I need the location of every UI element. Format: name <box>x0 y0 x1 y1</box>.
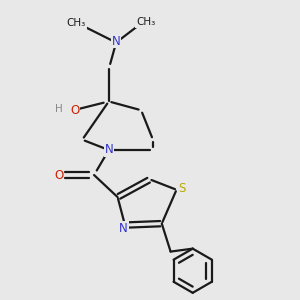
Text: S: S <box>178 182 185 195</box>
Text: CH₃: CH₃ <box>67 18 86 28</box>
Text: N: N <box>119 221 128 235</box>
Text: O: O <box>70 104 80 117</box>
Text: CH₃: CH₃ <box>136 17 155 27</box>
Text: N: N <box>112 34 121 48</box>
Text: N: N <box>104 143 113 157</box>
Text: H: H <box>56 104 63 114</box>
Text: O: O <box>54 169 63 182</box>
